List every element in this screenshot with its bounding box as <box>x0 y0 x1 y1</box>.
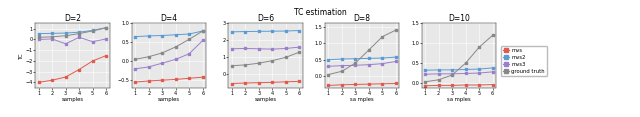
Text: TC estimation: TC estimation <box>294 8 346 17</box>
Legend: mvs, mvs2, mvs3, ground truth: mvs, mvs2, mvs3, ground truth <box>500 46 547 76</box>
X-axis label: samples: samples <box>255 97 276 102</box>
Title: D=10: D=10 <box>448 14 470 23</box>
X-axis label: samples: samples <box>158 97 180 102</box>
X-axis label: sa mples: sa mples <box>447 97 470 102</box>
X-axis label: samples: samples <box>61 97 83 102</box>
Title: D=4: D=4 <box>161 14 177 23</box>
Title: D=2: D=2 <box>64 14 81 23</box>
Title: D=8: D=8 <box>354 14 371 23</box>
Y-axis label: TC: TC <box>19 52 24 59</box>
Title: D=6: D=6 <box>257 14 274 23</box>
X-axis label: sa mples: sa mples <box>350 97 374 102</box>
